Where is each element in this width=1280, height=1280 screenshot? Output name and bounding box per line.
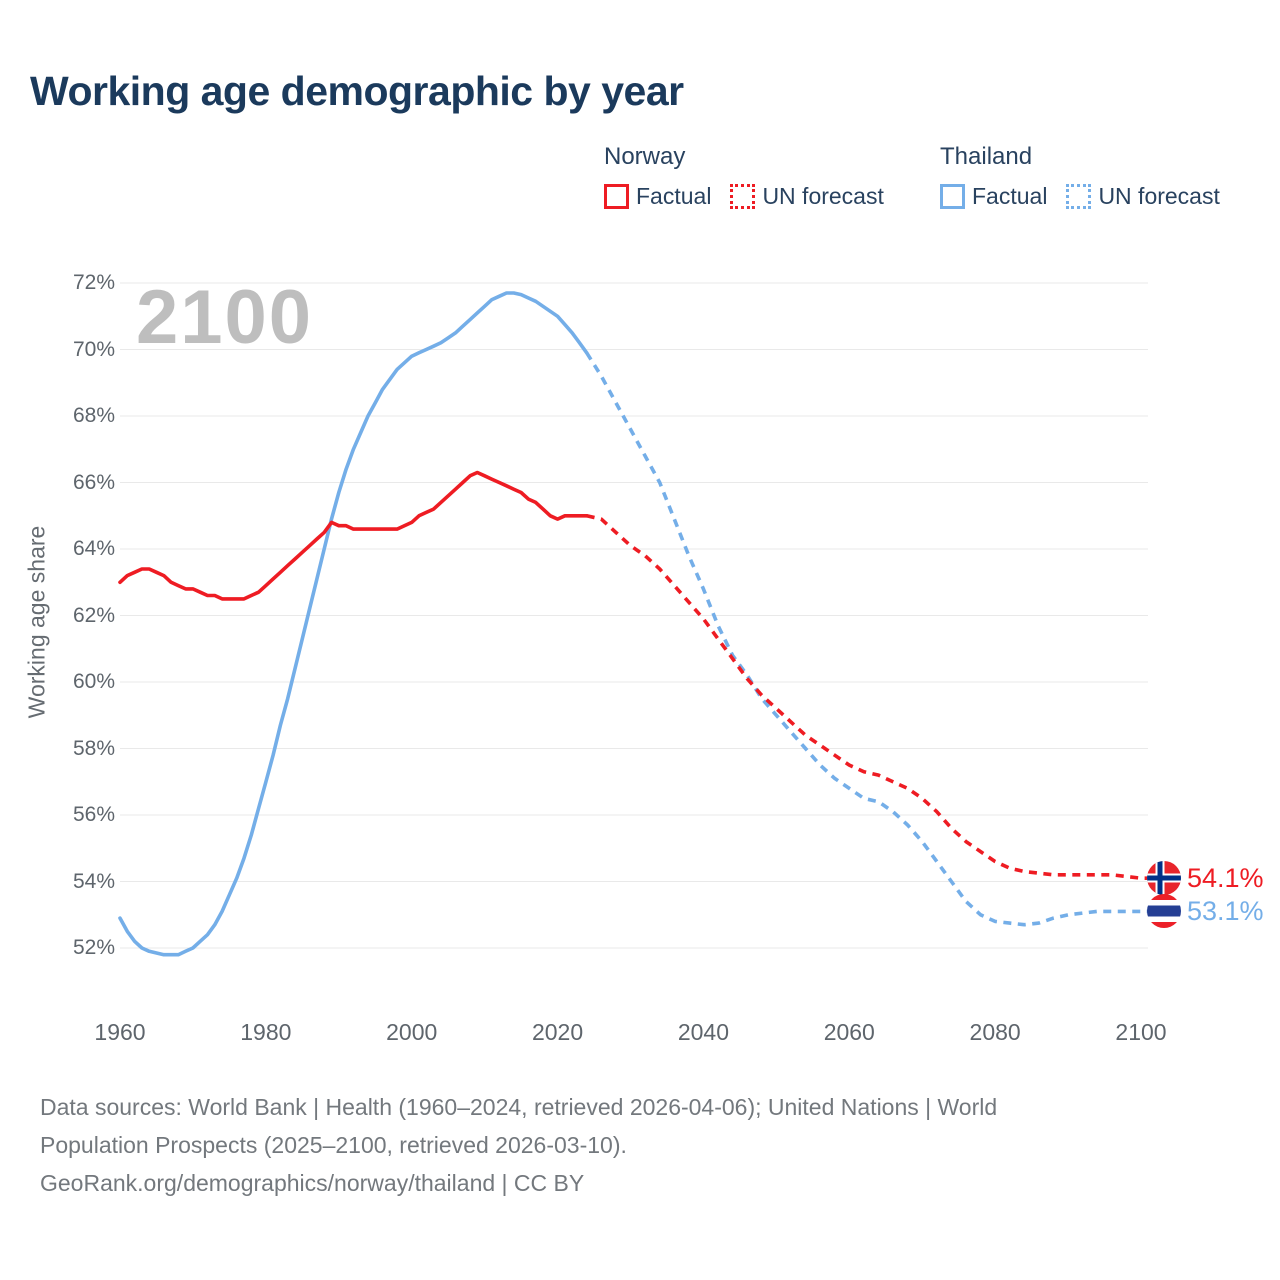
legend-item-label: UN forecast xyxy=(1098,183,1220,209)
footer: Data sources: World Bank | Health (1960–… xyxy=(40,1088,997,1202)
y-tick-label: 68% xyxy=(72,404,115,427)
thailand-forecast-line xyxy=(585,351,1150,927)
legend-item-norway-forecast[interactable]: UN forecast xyxy=(730,183,884,210)
footer-attribution: GeoRank.org/demographics/norway/thailand… xyxy=(40,1170,585,1196)
y-tick-label: 64% xyxy=(72,537,115,560)
y-tick-label: 58% xyxy=(72,736,115,760)
norway-factual-swatch-icon xyxy=(604,184,629,209)
thailand-factual-swatch-icon xyxy=(940,184,965,209)
x-tick-label: 1980 xyxy=(240,1019,292,1045)
legend-item-label: UN forecast xyxy=(762,183,884,209)
x-tick-label: 2020 xyxy=(531,1019,584,1045)
legend-item-label: Factual xyxy=(636,183,712,209)
y-tick-label: 52% xyxy=(72,936,115,959)
x-tick-label: 2100 xyxy=(1115,1019,1167,1045)
norway-forecast-line xyxy=(586,514,1150,880)
x-tick-label: 2060 xyxy=(823,1019,875,1045)
page-title: Working age demographic by year xyxy=(30,68,684,114)
legend-country-thailand: Thailand xyxy=(940,143,1033,170)
x-tick-label: 1960 xyxy=(94,1019,146,1045)
x-tick-label: 2000 xyxy=(386,1019,438,1045)
legend-group-norway: Norway Factual UN forecast xyxy=(604,143,884,210)
y-tick-label: 72% xyxy=(72,271,115,294)
thailand-factual-line xyxy=(118,291,589,957)
x-tick-label: 2040 xyxy=(677,1019,729,1045)
thailand-flag-icon xyxy=(1147,894,1181,928)
legend-item-norway-factual[interactable]: Factual xyxy=(604,183,711,210)
y-tick-label: 56% xyxy=(72,803,115,826)
norway-end-value: 54.1% xyxy=(1187,863,1264,893)
watermark-year: 2100 xyxy=(136,275,314,360)
legend-item-label: Factual xyxy=(972,183,1048,209)
footer-data-sources-line-2: Population Prospects (2025–2100, retriev… xyxy=(40,1132,627,1158)
norway-end-label: 54.1% xyxy=(1147,861,1264,895)
norway-factual-line xyxy=(118,470,589,601)
legend-item-thailand-factual[interactable]: Factual xyxy=(940,183,1047,210)
legend-country-norway: Norway xyxy=(604,143,686,170)
y-tick-label: 70% xyxy=(72,337,115,361)
legend-item-thailand-forecast[interactable]: UN forecast xyxy=(1066,183,1220,210)
thailand-forecast-swatch-icon xyxy=(1066,184,1092,209)
footer-data-sources-line-1: Data sources: World Bank | Health (1960–… xyxy=(40,1094,998,1120)
y-tick-label: 54% xyxy=(72,869,115,893)
norway-forecast-swatch-icon xyxy=(730,184,756,209)
norway-flag-icon xyxy=(1147,861,1181,895)
legend-group-thailand: Thailand Factual UN forecast xyxy=(940,143,1220,210)
thailand-end-value: 53.1% xyxy=(1187,896,1264,926)
thailand-end-label: 53.1% xyxy=(1147,894,1264,928)
y-tick-label: 62% xyxy=(72,603,115,627)
x-tick-label: 2080 xyxy=(969,1019,1021,1045)
y-tick-label: 60% xyxy=(72,670,115,693)
y-tick-label: 66% xyxy=(72,470,115,494)
